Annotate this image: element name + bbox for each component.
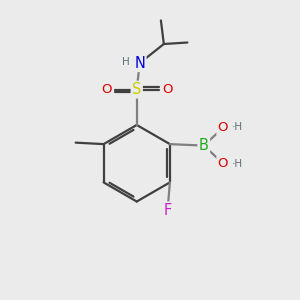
Text: B: B: [199, 138, 209, 153]
Text: F: F: [164, 203, 172, 218]
Text: O: O: [101, 83, 112, 96]
Text: O: O: [218, 122, 228, 134]
Text: ·H: ·H: [232, 122, 243, 132]
Text: N: N: [134, 56, 145, 70]
Text: ·H: ·H: [232, 159, 243, 170]
Text: O: O: [218, 157, 228, 170]
Text: H: H: [122, 57, 129, 67]
Text: S: S: [132, 82, 141, 97]
Text: O: O: [162, 83, 172, 96]
